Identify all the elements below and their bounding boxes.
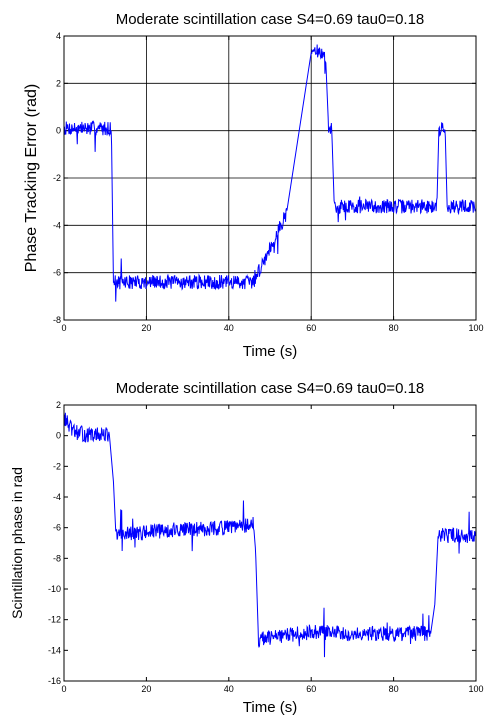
- y-tick-label: -8: [53, 553, 61, 563]
- y-tick-label: 4: [56, 31, 61, 41]
- y-tick-label: -6: [53, 268, 61, 278]
- tracking-error-chart: Moderate scintillation case S4=0.69 tau0…: [23, 11, 484, 360]
- y-tick-label: -6: [53, 523, 61, 533]
- chart1-title: Moderate scintillation case S4=0.69 tau0…: [116, 11, 425, 28]
- x-tick-label: 60: [306, 323, 316, 333]
- y-tick-label: -14: [48, 645, 61, 655]
- x-tick-label: 0: [61, 684, 66, 694]
- x-tick-label: 20: [141, 323, 151, 333]
- x-tick-label: 80: [389, 684, 399, 694]
- y-tick-label: 0: [56, 431, 61, 441]
- chart1-y-axis-label: Phase Tracking Error (rad): [23, 84, 40, 273]
- chart2-axes-frame: [63, 404, 477, 682]
- chart2-title: Moderate scintillation case S4=0.69 tau0…: [116, 380, 425, 397]
- y-tick-label: -16: [48, 676, 61, 686]
- chart1-x-axis-label: Time (s): [243, 343, 297, 360]
- x-tick-label: 100: [468, 323, 483, 333]
- y-tick-label: -12: [48, 615, 61, 625]
- chart1-series-line: [63, 44, 477, 302]
- chart1-grid: [64, 36, 476, 320]
- y-tick-label: -4: [53, 492, 61, 502]
- x-tick-label: 40: [224, 323, 234, 333]
- x-tick-label: 40: [224, 684, 234, 694]
- y-tick-label: -2: [53, 461, 61, 471]
- y-tick-label: -8: [53, 315, 61, 325]
- y-tick-label: 0: [56, 126, 61, 136]
- x-tick-label: 20: [141, 684, 151, 694]
- scintillation-phase-chart: Moderate scintillation case S4=0.69 tau0…: [9, 380, 484, 716]
- x-tick-label: 80: [389, 323, 399, 333]
- x-tick-label: 100: [468, 684, 483, 694]
- chart2-y-axis-label: Scintillation phase in rad: [9, 467, 25, 619]
- y-tick-label: -2: [53, 173, 61, 183]
- chart2-x-axis-label: Time (s): [243, 699, 297, 716]
- chart1-axes-frame: [63, 35, 477, 321]
- x-tick-label: 0: [61, 323, 66, 333]
- y-tick-label: 2: [56, 400, 61, 410]
- x-tick-label: 60: [306, 684, 316, 694]
- y-tick-label: 2: [56, 78, 61, 88]
- chart2-ticks: 0 20 40 60 80 100 -16 -14 -12 -10 -8 -6 -4 -2 0 2: [48, 400, 484, 694]
- chart2-series-line: [63, 412, 477, 658]
- y-tick-label: -4: [53, 220, 61, 230]
- y-tick-label: -10: [48, 584, 61, 594]
